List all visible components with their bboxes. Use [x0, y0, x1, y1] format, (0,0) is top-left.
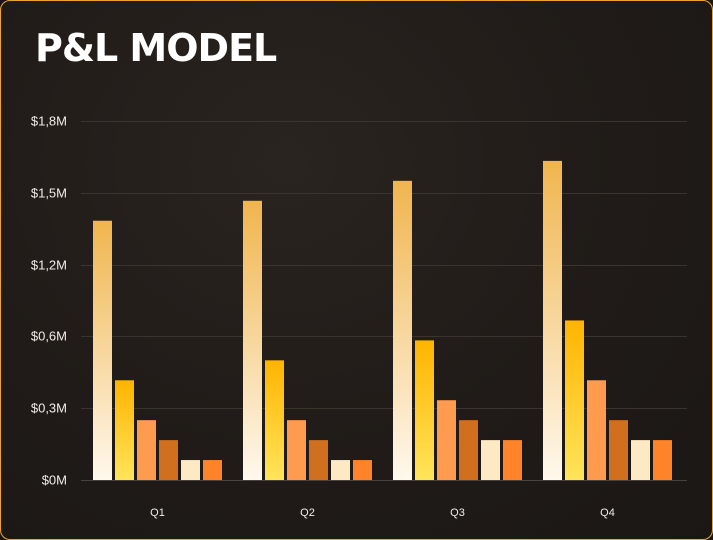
bar-q4-series-4 [609, 420, 628, 480]
bar-q2-series-3 [287, 420, 306, 480]
bar-q1-series-5 [181, 460, 200, 480]
bar-q1-series-4 [159, 440, 178, 480]
y-tick-label: $0,6M [31, 329, 67, 344]
bar-q3-series-1 [393, 180, 412, 481]
x-category-label: Q1 [150, 507, 165, 519]
x-category-label: Q3 [450, 507, 465, 519]
bar-q4-series-6 [653, 440, 672, 480]
y-tick-label: $1,8M [31, 114, 67, 129]
y-tick-label: $1,2M [31, 258, 67, 273]
bar-q2-series-1 [243, 200, 262, 480]
bar-q1-series-2 [115, 380, 134, 480]
bar-q3-series-6 [503, 440, 522, 480]
bar-q3-series-4 [459, 420, 478, 480]
x-category-label: Q2 [300, 507, 315, 519]
bar-q1-series-6 [203, 460, 222, 480]
bar-q4-series-2 [565, 320, 584, 480]
bar-q2-series-5 [331, 460, 350, 480]
bar-q2-series-6 [353, 460, 372, 480]
bar-q2-series-2 [265, 360, 284, 480]
bar-q3-series-5 [481, 440, 500, 480]
y-tick-label: $1,5M [31, 186, 67, 201]
bar-q1-series-3 [137, 420, 156, 480]
y-tick-label: $0M [42, 473, 67, 488]
y-tick-label: $0,3M [31, 401, 67, 416]
bar-q1-series-1 [93, 220, 112, 480]
bar-q4-series-5 [631, 440, 650, 480]
bar-q3-series-3 [437, 400, 456, 480]
bar-q2-series-4 [309, 440, 328, 480]
bar-q4-series-1 [543, 160, 562, 480]
chart-title: P&L MODEL [35, 26, 277, 70]
bar-q4-series-3 [587, 380, 606, 480]
bar-q3-series-2 [415, 340, 434, 480]
x-category-label: Q4 [600, 507, 615, 519]
